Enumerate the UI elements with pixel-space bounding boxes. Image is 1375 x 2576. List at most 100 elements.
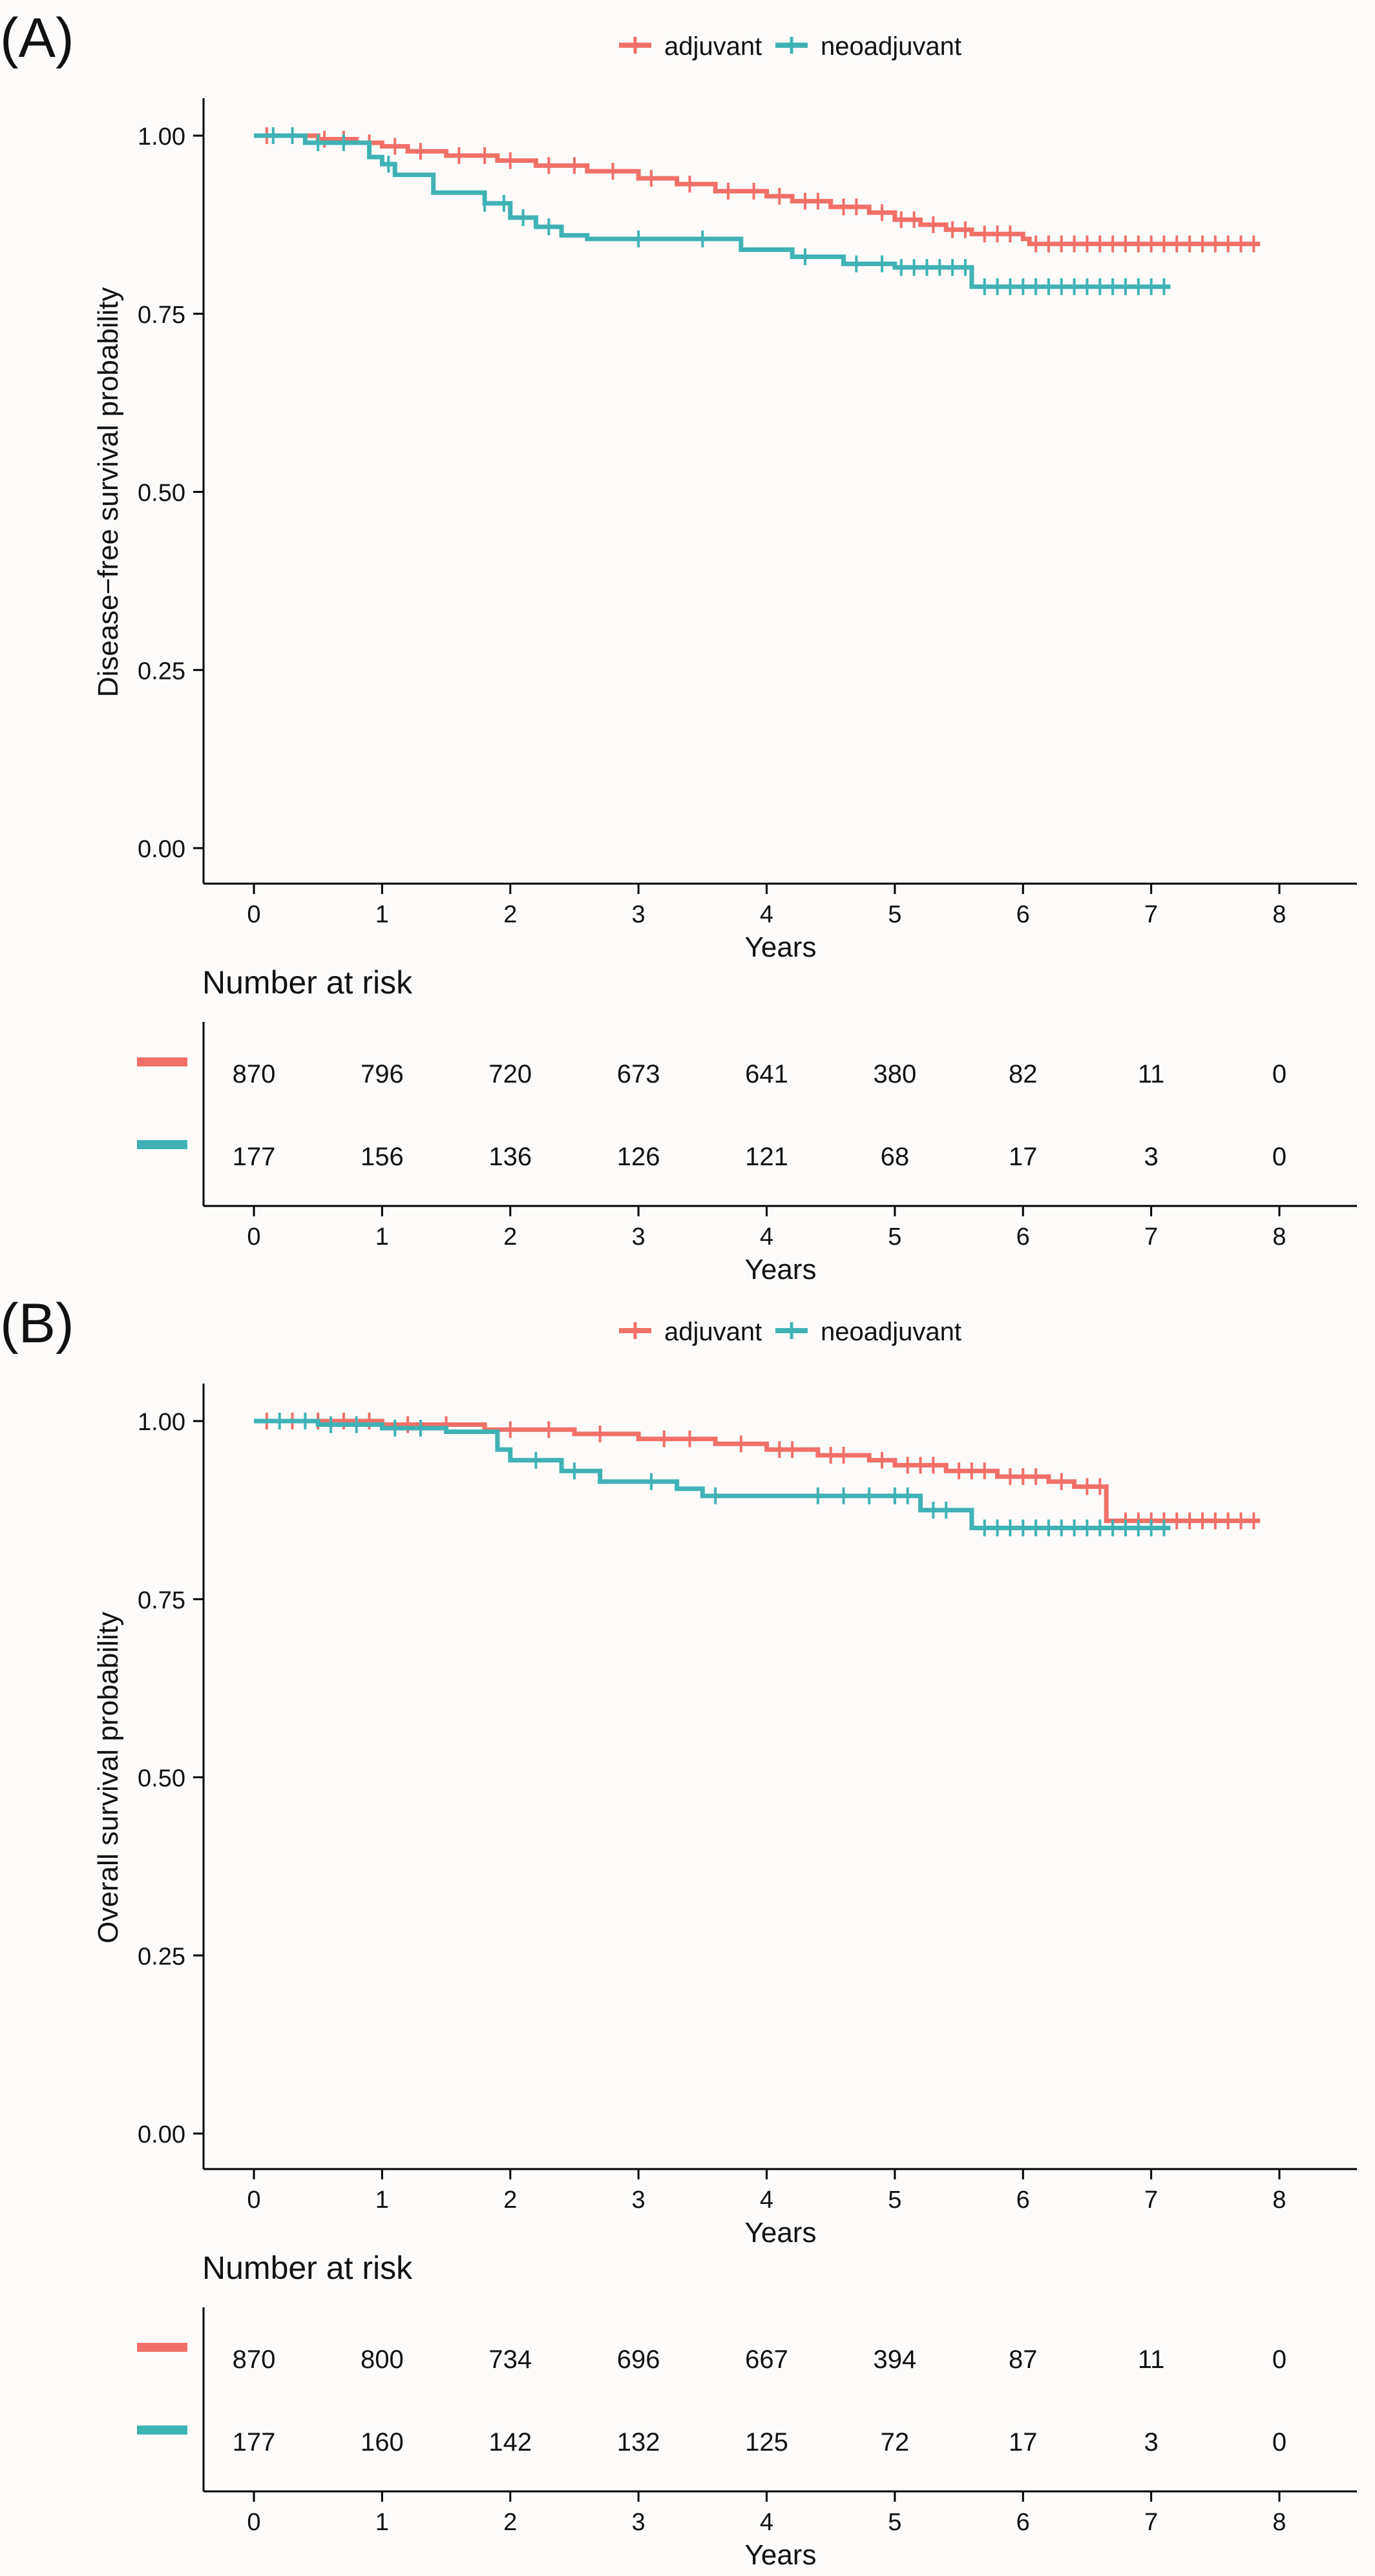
panel-label: (A) — [0, 7, 74, 69]
risk-count-adjuvant: 870 — [233, 1060, 276, 1088]
survival-curve-adjuvant — [254, 133, 1261, 247]
y-tick-label: 1.00 — [138, 123, 185, 151]
y-tick-label: 0.25 — [138, 658, 185, 685]
risk-count-neoadjuvant: 68 — [881, 1143, 910, 1171]
x-axis-title: Years — [745, 931, 817, 963]
risk-count-neoadjuvant: 142 — [488, 2428, 532, 2457]
risk-x-tick-label: 1 — [375, 1223, 389, 1251]
risk-count-neoadjuvant: 132 — [617, 2428, 660, 2457]
survival-curve-neoadjuvant — [254, 133, 1171, 289]
risk-table-title: Number at risk — [202, 2250, 413, 2286]
risk-count-neoadjuvant: 126 — [617, 1143, 660, 1171]
series-neoadjuvant — [254, 127, 1171, 295]
risk-count-adjuvant: 11 — [1138, 2345, 1165, 2374]
risk-count-neoadjuvant: 160 — [361, 2428, 404, 2457]
x-tick-label: 4 — [760, 2186, 773, 2214]
legend-label: adjuvant — [664, 1318, 762, 1346]
risk-x-tick-label: 3 — [632, 1223, 646, 1251]
risk-count-neoadjuvant: 3 — [1144, 1143, 1159, 1171]
risk-x-tick-label: 8 — [1272, 2509, 1286, 2536]
risk-x-tick-label: 4 — [760, 1223, 773, 1251]
x-tick-label: 7 — [1144, 901, 1158, 928]
x-tick-label: 1 — [375, 2186, 389, 2214]
y-tick-label: 0.50 — [138, 1765, 185, 1792]
risk-count-neoadjuvant: 177 — [233, 2428, 276, 2457]
risk-count-neoadjuvant: 72 — [881, 2428, 910, 2457]
risk-count-neoadjuvant: 125 — [745, 2428, 788, 2457]
legend: adjuvant neoadjuvant — [619, 32, 961, 61]
risk-count-adjuvant: 800 — [361, 2345, 404, 2374]
risk-x-tick-label: 6 — [1016, 2509, 1030, 2536]
risk-x-tick-label: 3 — [632, 2509, 646, 2536]
risk-x-axis-title: Years — [745, 1254, 817, 1285]
risk-x-tick-label: 8 — [1272, 1223, 1286, 1251]
risk-x-tick-label: 7 — [1144, 2509, 1158, 2536]
risk-count-adjuvant: 87 — [1009, 2345, 1038, 2374]
risk-x-tick-label: 6 — [1016, 1223, 1030, 1251]
legend-label: adjuvant — [664, 32, 762, 61]
risk-count-neoadjuvant: 3 — [1144, 2428, 1159, 2457]
risk-count-adjuvant: 720 — [488, 1060, 532, 1088]
risk-count-adjuvant: 667 — [745, 2345, 788, 2374]
y-tick-label: 0.75 — [138, 1587, 185, 1614]
y-tick-label: 0.75 — [138, 302, 185, 329]
x-tick-label: 2 — [503, 901, 517, 928]
risk-count-adjuvant: 796 — [361, 1060, 404, 1088]
series-adjuvant — [254, 127, 1261, 253]
plot-axes: 0.00 0.25 0.50 0.75 1.00 0 1 2 3 4 5 6 7 8 Years Diseas… — [92, 98, 1357, 963]
y-tick-label: 0.00 — [138, 836, 185, 863]
risk-count-adjuvant: 696 — [617, 2345, 660, 2374]
risk-count-adjuvant: 394 — [874, 2345, 917, 2374]
risk-count-neoadjuvant: 0 — [1272, 2428, 1286, 2457]
x-tick-label: 8 — [1272, 2186, 1286, 2214]
risk-count-adjuvant: 11 — [1138, 1060, 1165, 1088]
plot-axes: 0.00 0.25 0.50 0.75 1.00 0 1 2 3 4 5 6 7 8 Years Overal… — [92, 1384, 1357, 2249]
x-tick-label: 0 — [247, 901, 260, 928]
risk-table-title: Number at risk — [202, 964, 413, 1001]
risk-x-tick-label: 5 — [888, 1223, 901, 1251]
legend: adjuvant neoadjuvant — [619, 1318, 961, 1346]
x-tick-label: 4 — [760, 901, 773, 928]
x-tick-label: 3 — [632, 2186, 646, 2214]
risk-x-tick-label: 7 — [1144, 1223, 1158, 1251]
series-neoadjuvant — [254, 1413, 1171, 1537]
risk-x-tick-label: 5 — [888, 2509, 901, 2536]
risk-count-neoadjuvant: 17 — [1009, 1143, 1038, 1171]
risk-x-axis-title: Years — [745, 2539, 817, 2571]
x-tick-label: 0 — [247, 2186, 260, 2214]
x-tick-label: 5 — [888, 901, 901, 928]
panel-a: (A) adjuvant neoadjuvant 0.00 0.25 0.50 0.75 1.… — [0, 7, 1357, 1285]
y-axis-title: Disease−free survival probability — [92, 287, 124, 698]
risk-x-tick-label: 2 — [503, 2509, 517, 2536]
x-tick-label: 5 — [888, 2186, 901, 2214]
risk-count-adjuvant: 0 — [1272, 2345, 1286, 2374]
risk-x-tick-label: 0 — [247, 2509, 260, 2536]
legend-label: neoadjuvant — [821, 1318, 961, 1346]
y-axis-title: Overall survival probability — [92, 1612, 124, 1944]
legend-label: neoadjuvant — [821, 32, 961, 61]
legend-item-neoadjuvant: neoadjuvant — [775, 1318, 961, 1346]
risk-count-neoadjuvant: 136 — [488, 1143, 532, 1171]
x-axis-title: Years — [745, 2217, 817, 2249]
x-tick-label: 6 — [1016, 901, 1030, 928]
risk-count-neoadjuvant: 17 — [1009, 2428, 1038, 2457]
y-tick-label: 0.50 — [138, 480, 185, 507]
x-tick-label: 2 — [503, 2186, 517, 2214]
survival-curve-neoadjuvant — [254, 1418, 1171, 1530]
x-tick-label: 6 — [1016, 2186, 1030, 2214]
x-tick-label: 3 — [632, 901, 646, 928]
legend-item-adjuvant: adjuvant — [619, 32, 762, 61]
risk-count-neoadjuvant: 156 — [361, 1143, 404, 1171]
risk-x-tick-label: 2 — [503, 1223, 517, 1251]
risk-x-tick-label: 4 — [760, 2509, 773, 2536]
risk-count-adjuvant: 673 — [617, 1060, 660, 1088]
risk-count-adjuvant: 734 — [488, 2345, 532, 2374]
legend-item-adjuvant: adjuvant — [619, 1318, 762, 1346]
y-tick-label: 0.00 — [138, 2121, 185, 2148]
panel-b: (B) adjuvant neoadjuvant 0.00 0.25 0.50 0.75 1.… — [0, 1293, 1357, 2571]
risk-count-adjuvant: 641 — [745, 1060, 788, 1088]
survival-curve-adjuvant — [254, 1418, 1261, 1523]
